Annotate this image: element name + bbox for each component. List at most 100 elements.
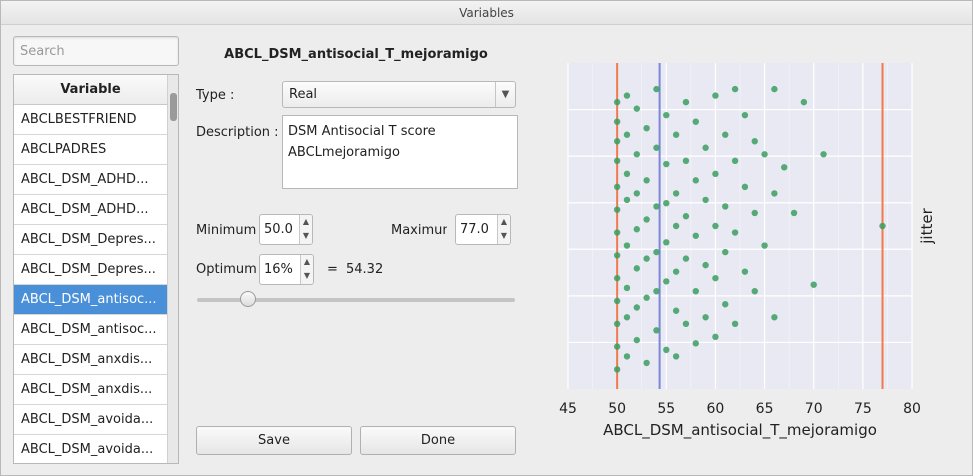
data-point [692, 232, 699, 239]
data-point [643, 255, 650, 262]
type-select[interactable]: Real ▼ [282, 81, 516, 108]
minimum-up-icon[interactable]: ▲ [302, 217, 310, 226]
data-point [663, 239, 670, 246]
data-point [613, 138, 621, 145]
variable-list[interactable]: Variable ABCLBESTFRIEND ABCLPADRES ABCL_DS… [13, 74, 179, 464]
data-point [820, 151, 827, 158]
data-point [653, 248, 660, 256]
save-button[interactable]: Save [196, 426, 352, 455]
x-tick-label: 70 [805, 401, 823, 417]
distribution-chart-svg: 45 50 55 60 65 70 75 80 ABCL_DSM_antisocial_T_m… [559, 63, 936, 440]
data-point [633, 105, 640, 112]
optimum-spinbox[interactable]: 16% ▲ ▼ [259, 254, 314, 285]
data-point [613, 366, 621, 373]
variable-list-item[interactable]: ABCL_DSM_antisoc... [14, 315, 167, 345]
list-scroll-thumb[interactable] [170, 93, 177, 121]
chevron-down-icon[interactable]: ▼ [495, 82, 515, 107]
data-point [633, 226, 640, 233]
x-tick-label: 80 [903, 401, 921, 417]
data-point [741, 183, 749, 191]
data-point [702, 196, 709, 204]
minimum-spinbox[interactable]: 50.0 ▲ ▼ [259, 214, 313, 245]
data-point [623, 196, 631, 204]
variable-list-item[interactable]: ABCL_DSM_anxdis... [14, 345, 167, 375]
data-point [653, 144, 660, 151]
optimum-slider-track[interactable] [197, 298, 515, 302]
data-point [672, 268, 680, 275]
data-point [643, 177, 650, 184]
optimum-result: 54.32 [346, 262, 384, 277]
variable-list-item[interactable]: ABCL_DSM_Depres... [14, 255, 167, 285]
data-point [879, 222, 886, 230]
maximum-up-icon[interactable]: ▲ [500, 217, 508, 226]
variable-list-item[interactable]: ABCLBESTFRIEND [14, 105, 167, 135]
data-point [722, 131, 729, 138]
data-point [613, 118, 621, 125]
data-point [722, 301, 729, 308]
x-tick-label: 50 [608, 401, 626, 417]
optimum-slider-handle[interactable] [239, 291, 256, 307]
variable-title: ABCL_DSM_antisocial_T_mejoramigo [224, 47, 488, 62]
data-point [672, 190, 680, 197]
data-point [800, 98, 808, 106]
data-point [692, 177, 699, 184]
variable-list-item[interactable]: ABCL_DSM_antisoc... [14, 285, 167, 315]
data-point [633, 265, 640, 272]
minimum-down-icon[interactable]: ▼ [302, 231, 310, 240]
data-point [672, 222, 680, 230]
data-point [613, 98, 621, 106]
variable-list-item[interactable]: ABCL_DSM_Depres... [14, 225, 167, 255]
description-label: Description : [196, 125, 279, 140]
data-point [663, 199, 670, 207]
description-line-2: ABCLmejoramigo [288, 145, 400, 160]
description-field[interactable]: DSM Antisocial T score ABCLmejoramigo [282, 115, 518, 189]
data-point [663, 278, 670, 285]
data-point [653, 288, 660, 295]
optimum-up-icon[interactable]: ▲ [303, 257, 311, 266]
data-point [663, 346, 670, 354]
data-point [751, 288, 758, 295]
x-tick-label: 45 [559, 401, 577, 417]
data-point [613, 252, 621, 259]
data-point [663, 160, 670, 168]
done-button[interactable]: Done [360, 426, 516, 455]
data-point [741, 111, 749, 119]
optimum-down-icon[interactable]: ▼ [303, 271, 311, 280]
variable-list-item[interactable]: ABCL_DSM_avoida... [14, 435, 167, 463]
data-point [623, 353, 631, 360]
data-point [741, 268, 749, 275]
list-scrollbar[interactable] [167, 75, 178, 463]
variable-list-item[interactable]: ABCL_DSM_anxdis... [14, 375, 167, 405]
optimum-value: 16% [264, 262, 293, 277]
data-point [712, 222, 719, 230]
data-point [722, 203, 729, 210]
data-point [761, 242, 768, 249]
data-point [613, 343, 621, 350]
variable-list-item[interactable]: ABCL_DSM_ADHD... [14, 195, 167, 225]
maximum-down-icon[interactable]: ▼ [500, 231, 508, 240]
data-point [771, 314, 778, 321]
data-point [682, 255, 690, 262]
variable-column-header[interactable]: Variable [14, 75, 167, 105]
variable-list-item[interactable]: ABCL_DSM_avoida... [14, 405, 167, 435]
data-point [633, 304, 640, 311]
maximum-spinbox[interactable]: 77.0 ▲ ▼ [455, 214, 511, 245]
data-point [751, 138, 758, 145]
search-input[interactable] [13, 36, 179, 66]
data-point [712, 274, 719, 282]
data-point [722, 248, 729, 256]
data-point [633, 151, 640, 158]
data-point [682, 213, 690, 220]
variable-list-item[interactable]: ABCL_DSM_ADHD... [14, 165, 167, 195]
variable-list-item[interactable]: ABCLPADRES [14, 135, 167, 165]
type-label: Type : [196, 88, 235, 103]
x-axis-label: ABCL_DSM_antisocial_T_mejoramigo [603, 421, 877, 440]
data-point [672, 353, 680, 360]
data-point [613, 206, 621, 213]
data-point [643, 359, 650, 367]
data-point [771, 190, 778, 197]
data-point [751, 209, 758, 217]
data-point [771, 85, 778, 93]
data-point [613, 183, 621, 191]
data-point [613, 229, 621, 236]
